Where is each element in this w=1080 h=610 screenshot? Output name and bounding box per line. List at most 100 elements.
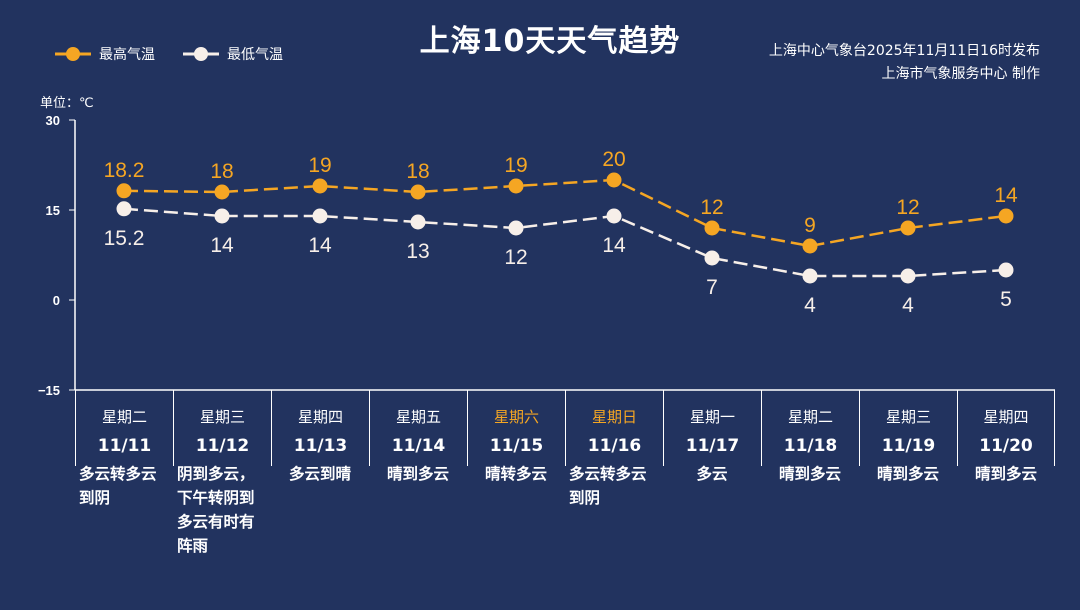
high-temp-label: 9 (804, 214, 816, 237)
low-temp-label: 4 (804, 294, 816, 317)
low-temp-point (802, 268, 818, 284)
low-temp-point (704, 250, 720, 266)
y-tick-label: 30 (46, 113, 60, 128)
high-temp-point (998, 208, 1014, 224)
low-temp-label: 14 (602, 234, 626, 257)
low-temp-label: 14 (308, 234, 332, 257)
high-temp-label: 12 (896, 196, 919, 219)
legend-item-low: 最低气温 (183, 44, 283, 64)
y-tick-label: 15 (46, 203, 60, 218)
low-temp-label: 4 (902, 294, 914, 317)
date-label: 11/12 (195, 436, 250, 456)
weekday-label: 星期三 (885, 408, 931, 426)
high-temp-point (704, 220, 720, 236)
unit-label: 单位：℃ (40, 96, 94, 111)
weather-description: 晴到多云 (386, 465, 449, 483)
weekday-label: 星期二 (101, 408, 147, 426)
low-temp-label: 5 (1000, 288, 1012, 311)
low-temp-point (508, 220, 524, 236)
high-temp-point (900, 220, 916, 236)
weather-description: 多云到晴 (288, 465, 351, 483)
high-temp-point (508, 178, 524, 194)
day-column: 星期四 11/20 (957, 390, 1055, 466)
low-temp-point (998, 262, 1014, 278)
high-temp-label: 12 (700, 196, 723, 219)
high-temp-point (410, 184, 426, 200)
legend-low-label: 最低气温 (227, 47, 283, 63)
weather-descriptions: 多云转多云到阴 阴到多云，下午转阴到多云有时有阵雨 多云到晴 晴到多云 晴转多云 多云转多… (75, 462, 1055, 558)
weather-description: 多云转多云到阴 (569, 465, 647, 507)
weather-description: 晴到多云 (974, 465, 1037, 483)
date-label: 11/14 (391, 436, 446, 456)
date-label: 11/11 (97, 436, 152, 456)
low-temp-point (900, 268, 916, 284)
chart-title: 上海10天天气趋势 (419, 24, 681, 59)
date-label: 11/13 (293, 436, 348, 456)
weather-description: 多云 (696, 465, 728, 483)
source-info: 上海中心气象台2025年11月11日16时发布 上海市气象服务中心 制作 (769, 40, 1040, 86)
source-line-1: 上海中心气象台2025年11月11日16时发布 (768, 43, 1040, 59)
low-temp-point (312, 208, 328, 224)
legend-high-label: 最高气温 (99, 47, 155, 63)
legend-low-marker-icon (183, 47, 219, 61)
day-column: 星期四 11/13 (271, 390, 369, 466)
weekday-label: 星期六 (493, 408, 539, 426)
weather-description: 晴到多云 (778, 465, 841, 483)
day-column: 星期六 11/15 (467, 390, 565, 466)
day-column: 星期三 11/12 (173, 390, 271, 466)
weather-description: 多云转多云到阴 (79, 465, 157, 507)
date-label: 11/17 (685, 436, 740, 456)
high-temp-label: 18.2 (104, 159, 145, 182)
date-label: 11/19 (881, 436, 936, 456)
low-temp-label: 13 (406, 240, 429, 263)
low-temp-label: 14 (210, 234, 234, 257)
weekday-label: 星期一 (689, 408, 735, 426)
low-temp-label: 7 (706, 276, 718, 299)
low-temp-point (606, 208, 622, 224)
weather-description: 晴转多云 (484, 465, 547, 483)
weekday-label: 星期日 (591, 408, 637, 426)
date-label: 11/18 (783, 436, 838, 456)
high-temp-label: 20 (602, 148, 625, 171)
date-columns: 星期二 11/11 星期三 11/12 星期四 11/13 星期五 11/14 星期六 11/15… (75, 390, 1055, 466)
low-temp-label: 15.2 (104, 227, 145, 250)
high-temp-point (214, 184, 230, 200)
high-temp-point (116, 183, 132, 199)
day-column: 星期日 11/16 (565, 390, 663, 466)
high-temp-point (312, 178, 328, 194)
weekday-label: 星期二 (787, 408, 833, 426)
legend-high-marker-icon (55, 47, 91, 61)
weekday-label: 星期五 (395, 408, 441, 426)
high-temp-label: 14 (994, 184, 1018, 207)
high-temp-label: 19 (308, 154, 331, 177)
high-temp-line (123, 178, 1007, 248)
day-column: 星期二 11/11 (75, 390, 173, 466)
high-temp-point (606, 172, 622, 188)
weekday-label: 星期四 (983, 408, 1029, 426)
day-column: 星期五 11/14 (369, 390, 467, 466)
y-tick-label: 0 (53, 293, 60, 308)
weekday-label: 星期四 (297, 408, 343, 426)
weekday-label: 星期三 (199, 408, 245, 426)
high-temp-label: 19 (504, 154, 527, 177)
low-temp-point (116, 201, 132, 217)
legend: 最高气温 最低气温 (55, 44, 283, 64)
day-column: 星期三 11/19 (859, 390, 957, 466)
high-temp-label: 18 (210, 160, 233, 183)
legend-item-high: 最高气温 (55, 44, 155, 64)
weather-description: 晴到多云 (876, 465, 939, 483)
day-column: 星期二 11/18 (761, 390, 859, 466)
low-temp-line (123, 207, 1007, 278)
date-label: 11/15 (489, 436, 544, 456)
day-column: 星期一 11/17 (663, 390, 761, 466)
high-temp-label: 18 (406, 160, 429, 183)
date-label: 11/20 (979, 436, 1033, 456)
low-temp-point (214, 208, 230, 224)
high-temp-point (802, 238, 818, 254)
y-tick-label: −15 (38, 383, 60, 398)
weather-description: 阴到多云，下午转阴到多云有时有阵雨 (177, 465, 255, 555)
date-label: 11/16 (587, 436, 642, 456)
source-line-2: 上海市气象服务中心 制作 (881, 66, 1040, 82)
low-temp-point (410, 214, 426, 230)
